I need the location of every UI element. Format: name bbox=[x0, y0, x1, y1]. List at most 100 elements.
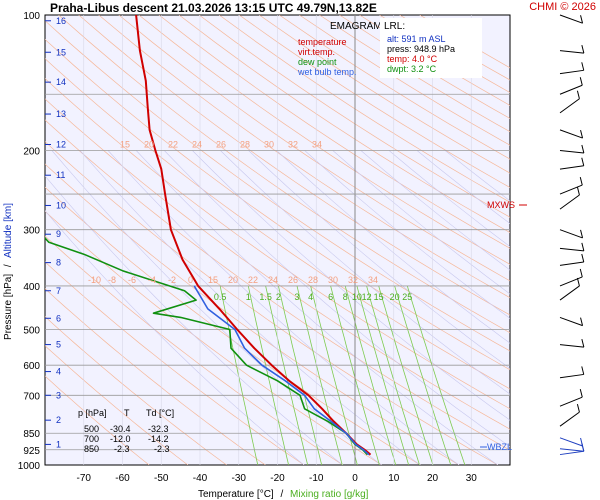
dry-adiabat-label: -2 bbox=[168, 275, 176, 285]
mixing-ratio-label: 20 bbox=[390, 292, 400, 302]
wind-barb-shaft bbox=[559, 276, 583, 287]
dry-adiabat-label: 34 bbox=[368, 275, 378, 285]
dry-adiabat-label: 26 bbox=[216, 139, 226, 149]
table-header-t: T bbox=[124, 408, 130, 418]
alt-tick-label: 15 bbox=[56, 47, 66, 57]
wind-barb-flag bbox=[581, 443, 585, 452]
table-cell: -2.3 bbox=[114, 444, 130, 454]
alt-tick-label: 13 bbox=[56, 109, 66, 119]
copyright: CHMI © 2026 bbox=[529, 1, 596, 13]
wind-barb-flag bbox=[581, 338, 585, 348]
wind-barb-shaft bbox=[559, 344, 584, 348]
wind-barb-shaft bbox=[559, 98, 580, 114]
wind-barb-shaft bbox=[559, 69, 584, 75]
wind-barb bbox=[559, 62, 585, 75]
mixing-ratio-label: 15 bbox=[374, 292, 384, 302]
wind-barbs bbox=[559, 14, 585, 456]
x-tick-label: -10 bbox=[309, 473, 324, 484]
alt-tick-label: 6 bbox=[56, 313, 61, 323]
alt-tick-label: 5 bbox=[56, 340, 61, 350]
wind-barb bbox=[559, 443, 585, 456]
wind-barb-shaft bbox=[559, 450, 584, 456]
wind-barb-shaft bbox=[559, 149, 584, 154]
wind-barb-shaft bbox=[559, 396, 583, 407]
wind-barb bbox=[559, 229, 584, 239]
lrl-press: press: 948.9 hPa bbox=[387, 44, 455, 54]
wind-barb-shaft bbox=[559, 184, 583, 195]
x-tick-label: -70 bbox=[77, 473, 92, 484]
alt-tick-label: 8 bbox=[56, 258, 61, 268]
wind-barb bbox=[559, 14, 584, 24]
wind-barb-shaft bbox=[559, 411, 580, 427]
lrl-title: LRL: bbox=[384, 21, 405, 32]
p-tick-label: 100 bbox=[23, 11, 40, 22]
x-tick-label: 0 bbox=[352, 473, 358, 484]
dry-adiabat-label: 26 bbox=[288, 275, 298, 285]
x-tick-label: 30 bbox=[466, 473, 478, 484]
wind-barb-flag bbox=[580, 15, 584, 24]
wind-barb-flag bbox=[581, 253, 585, 263]
wind-barb-flag bbox=[579, 77, 583, 86]
wind-barb-shaft bbox=[559, 229, 583, 239]
wind-barb-flag bbox=[576, 186, 580, 196]
x-tick-label: -40 bbox=[193, 473, 208, 484]
alt-tick-label: 14 bbox=[56, 77, 66, 87]
dry-adiabat-label: -4 bbox=[148, 275, 156, 285]
lrl-box bbox=[380, 18, 482, 78]
dry-adiabat-label: 28 bbox=[240, 139, 250, 149]
moist-adiabat bbox=[276, 150, 510, 344]
table-cell: -12.0 bbox=[110, 434, 131, 444]
wind-barb-shaft bbox=[559, 285, 580, 301]
alt-tick-label: 1 bbox=[56, 439, 61, 449]
wind-barb bbox=[559, 144, 585, 154]
wind-barb bbox=[559, 186, 580, 210]
chart-title: Praha-Libus descent 21.03.2026 13:15 UTC… bbox=[50, 1, 377, 15]
wind-barb-shaft bbox=[559, 129, 583, 139]
dry-adiabat-label: 24 bbox=[268, 275, 278, 285]
p-tick-label: 400 bbox=[23, 282, 40, 293]
dry-adiabat-label: 24 bbox=[192, 139, 202, 149]
wind-barb bbox=[559, 403, 580, 427]
table-header-p: p [hPa] bbox=[78, 408, 107, 418]
wind-barb-shaft bbox=[559, 247, 584, 252]
wind-barb-shaft bbox=[559, 316, 583, 327]
mixing-ratio-label: 3 bbox=[294, 292, 299, 302]
wind-barb-flag bbox=[581, 45, 585, 54]
wind-barb-flag bbox=[580, 129, 584, 139]
mixing-ratio-label: 4 bbox=[308, 292, 313, 302]
wind-barb-flag bbox=[581, 62, 585, 71]
alt-tick-label: 3 bbox=[56, 390, 61, 400]
wind-barb bbox=[559, 45, 585, 54]
dry-adiabat-label: 30 bbox=[264, 139, 274, 149]
mixing-ratio-label: 6 bbox=[328, 292, 333, 302]
mixing-ratio-label: 12 bbox=[362, 292, 372, 302]
dry-adiabat-label: 22 bbox=[248, 275, 258, 285]
dry-adiabat-label: 20 bbox=[144, 139, 154, 149]
wind-barb-flag bbox=[580, 229, 584, 239]
y-axis-label: Pressure [hPa] / Altitude [km] bbox=[3, 203, 14, 340]
dry-adiabat-label: 22 bbox=[168, 139, 178, 149]
dry-adiabat-label: 32 bbox=[288, 139, 298, 149]
wind-barb-shaft bbox=[559, 84, 583, 95]
x-tick-label: -60 bbox=[115, 473, 130, 484]
p-tick-label: 300 bbox=[23, 226, 40, 237]
wind-barb bbox=[559, 389, 583, 407]
table-cell: -2.3 bbox=[154, 444, 170, 454]
wind-barb-flag bbox=[581, 157, 585, 166]
mixing-ratio-label: 1 bbox=[246, 292, 251, 302]
x-tick-label: 20 bbox=[427, 473, 439, 484]
wind-barb bbox=[559, 443, 585, 452]
wind-barb-flag bbox=[576, 277, 580, 287]
wind-barb bbox=[559, 157, 585, 170]
wind-barb bbox=[559, 437, 584, 447]
wind-barb-shaft bbox=[559, 261, 584, 266]
mixing-ratio-label: 25 bbox=[402, 292, 412, 302]
moist-adiabat bbox=[304, 150, 510, 319]
wind-barb-shaft bbox=[559, 50, 584, 54]
dry-adiabat-label: 15 bbox=[208, 275, 218, 285]
legend-temperature: temperature bbox=[298, 37, 347, 47]
mixing-ratio-label: 1.5 bbox=[259, 292, 272, 302]
wind-barb bbox=[559, 77, 583, 95]
wind-barb-shaft bbox=[559, 437, 583, 447]
lrl-temp: temp: 4.0 °C bbox=[387, 54, 438, 64]
